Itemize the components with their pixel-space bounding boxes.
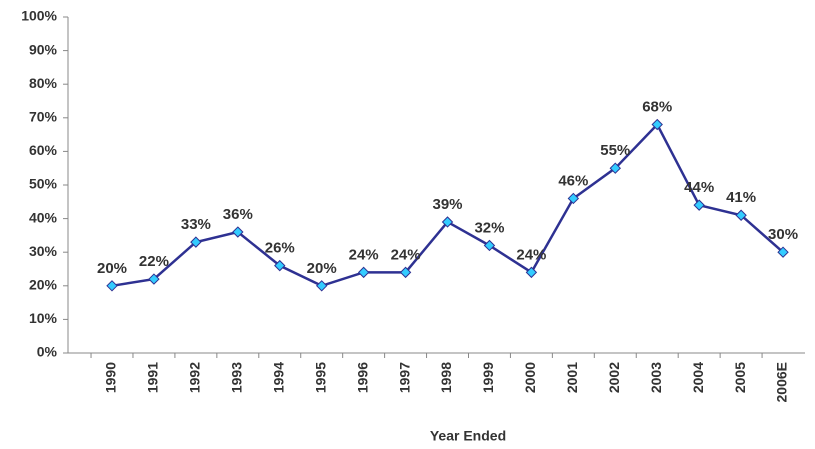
data-label: 36% — [223, 206, 253, 223]
marker — [777, 246, 789, 258]
data-label: 22% — [139, 253, 169, 270]
data-label: 55% — [600, 142, 630, 159]
x-tick-label: 1995 — [312, 362, 328, 393]
y-tick-label: 90% — [29, 41, 58, 57]
data-label: 46% — [558, 172, 588, 189]
marker — [190, 236, 202, 248]
x-tick-label: 2003 — [648, 362, 664, 393]
marker — [525, 266, 538, 279]
y-tick-label: 20% — [29, 277, 58, 293]
data-label: 44% — [684, 179, 714, 196]
marker — [148, 273, 160, 285]
marker — [609, 162, 621, 174]
x-tick-label: 2006E — [774, 362, 790, 402]
marker — [693, 199, 705, 211]
data-label: 30% — [768, 226, 798, 243]
x-tick-label: 1990 — [103, 362, 119, 393]
marker — [735, 209, 747, 221]
marker — [232, 226, 244, 238]
y-tick-label: 60% — [29, 142, 58, 158]
data-label: 20% — [97, 260, 127, 277]
marker — [106, 280, 118, 292]
y-tick-label: 30% — [29, 243, 58, 259]
x-tick-label: 2005 — [732, 362, 748, 393]
data-label: 68% — [642, 98, 672, 115]
y-tick-label: 50% — [29, 176, 58, 192]
x-tick-label: 2004 — [690, 362, 706, 393]
marker — [483, 239, 496, 252]
data-label: 24% — [349, 246, 379, 263]
marker — [315, 280, 328, 292]
data-label: 24% — [391, 246, 421, 263]
marker — [441, 216, 454, 228]
x-axis-label: Year Ended — [430, 428, 506, 444]
data-label: 33% — [181, 216, 211, 233]
marker — [567, 192, 580, 205]
x-tick-label: 1993 — [229, 362, 245, 393]
x-tick-label: 1996 — [354, 362, 370, 393]
y-tick-label: 10% — [29, 310, 58, 326]
x-tick-label: 2000 — [522, 362, 538, 393]
marker — [274, 259, 286, 272]
y-tick-label: 100% — [21, 8, 57, 24]
data-label: 32% — [474, 219, 504, 236]
y-tick-label: 80% — [29, 75, 58, 91]
x-tick-label: 1994 — [270, 362, 286, 393]
data-label: 39% — [433, 196, 463, 213]
y-tick-label: 70% — [29, 109, 58, 125]
x-tick-label: 1998 — [438, 362, 454, 393]
x-tick-label: 1999 — [480, 362, 496, 393]
y-tick-label: 40% — [29, 209, 58, 225]
x-tick-label: 2001 — [564, 362, 580, 393]
x-tick-label: 1992 — [187, 362, 203, 393]
x-tick-label: 1997 — [396, 362, 412, 393]
marker — [399, 266, 412, 279]
marker — [357, 266, 370, 279]
marker — [651, 118, 663, 131]
x-tick-label: 1991 — [145, 362, 161, 393]
x-tick-label: 2002 — [606, 362, 622, 393]
y-tick-label: 0% — [37, 344, 58, 360]
data-label: 26% — [265, 240, 295, 257]
data-label: 20% — [307, 260, 337, 277]
data-label: 41% — [726, 189, 756, 206]
data-label: 24% — [516, 246, 546, 263]
